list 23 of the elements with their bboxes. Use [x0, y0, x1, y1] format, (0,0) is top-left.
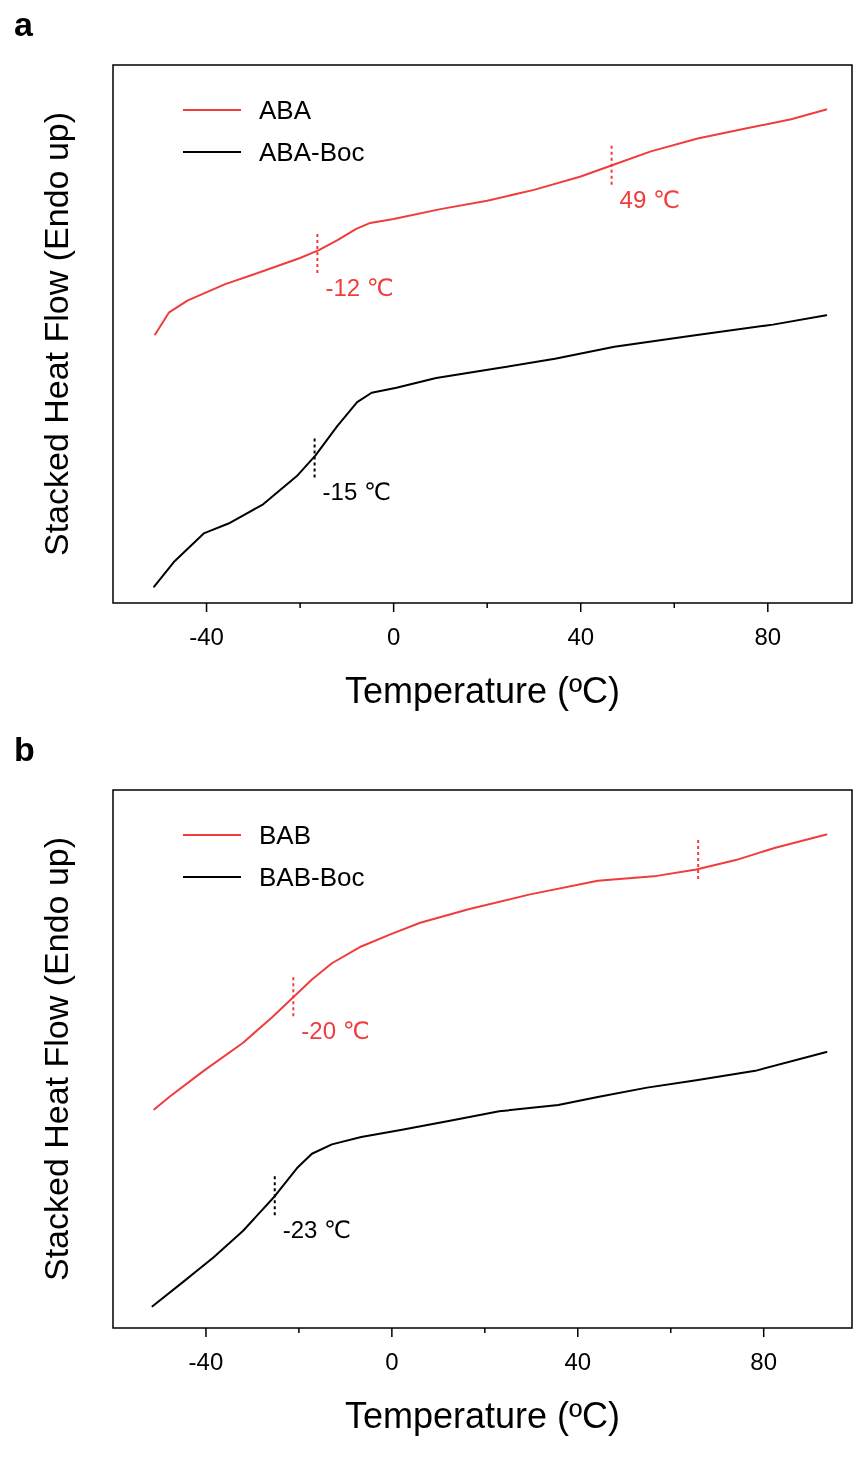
x-tick-label: -40: [189, 623, 224, 650]
x-axis-title: Temperature (ºC): [344, 670, 621, 711]
chart-title: a: [14, 5, 34, 43]
annotation: -15 ℃: [322, 478, 391, 506]
annotation: -12 ℃: [325, 274, 394, 302]
y-axis-title: Stacked Heat Flow (Endo up): [37, 111, 75, 557]
x-tick-label: 80: [754, 623, 782, 650]
y-axis-title: Stacked Heat Flow (Endo up): [37, 836, 75, 1282]
x-tick-label: 40: [564, 1348, 592, 1375]
x-axis-title: Temperature (ºC): [344, 1395, 621, 1436]
annotation: -20 ℃: [301, 1017, 370, 1045]
legend-label: BAB-Boc: [259, 862, 365, 892]
x-tick-label: -40: [188, 1348, 224, 1375]
annotation: -23 ℃: [282, 1216, 352, 1244]
annotation: 49 ℃: [619, 185, 680, 213]
x-tick-label: 0: [386, 623, 401, 650]
x-tick-label: 0: [385, 1348, 399, 1375]
x-tick-label: 80: [750, 1348, 778, 1375]
x-tick-label: 40: [567, 623, 595, 650]
legend-label: ABA-Boc: [259, 137, 365, 167]
legend-label: ABA: [259, 95, 312, 125]
legend-label: BAB: [259, 820, 312, 850]
chart-title: b: [14, 730, 35, 768]
